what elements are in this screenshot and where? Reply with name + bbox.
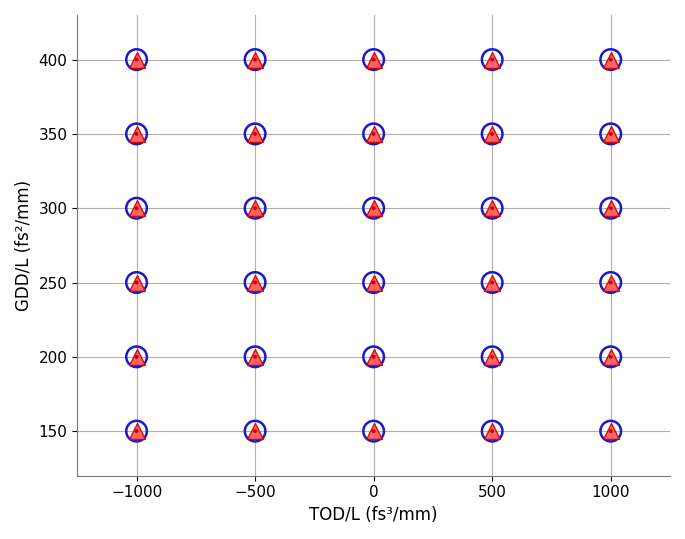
Point	[131, 353, 142, 361]
Point	[487, 353, 498, 361]
Point	[131, 278, 142, 287]
Point	[368, 56, 379, 64]
Point	[368, 129, 379, 138]
Point	[368, 204, 379, 212]
Point	[249, 353, 260, 361]
Point	[131, 56, 142, 64]
Point	[368, 427, 379, 436]
Point	[368, 353, 379, 361]
Point	[606, 56, 616, 64]
Point	[249, 56, 260, 64]
Point	[606, 204, 616, 212]
Point	[487, 278, 498, 287]
Point	[249, 129, 260, 138]
Point	[249, 278, 260, 287]
Point	[606, 278, 616, 287]
Point	[249, 353, 260, 361]
Point	[606, 204, 616, 212]
Point	[249, 427, 260, 436]
Point	[606, 427, 616, 436]
Point	[606, 427, 616, 436]
Point	[131, 129, 142, 138]
Point	[487, 427, 498, 436]
Point	[249, 204, 260, 212]
Point	[368, 353, 379, 361]
Point	[606, 56, 616, 64]
Point	[487, 353, 498, 361]
Point	[368, 427, 379, 436]
Point	[131, 204, 142, 212]
Point	[249, 204, 260, 212]
Point	[131, 353, 142, 361]
Point	[131, 427, 142, 436]
Point	[606, 353, 616, 361]
Point	[606, 129, 616, 138]
Point	[487, 56, 498, 64]
Point	[368, 129, 379, 138]
Point	[131, 278, 142, 287]
Point	[606, 56, 616, 64]
Point	[606, 353, 616, 361]
Point	[249, 204, 260, 212]
Point	[368, 353, 379, 361]
Point	[131, 278, 142, 287]
Point	[368, 427, 379, 436]
Point	[131, 129, 142, 138]
Point	[606, 353, 616, 361]
Point	[249, 278, 260, 287]
Point	[606, 427, 616, 436]
Point	[131, 353, 142, 361]
Point	[249, 129, 260, 138]
Point	[606, 278, 616, 287]
Point	[606, 129, 616, 138]
Point	[487, 278, 498, 287]
Point	[487, 353, 498, 361]
Point	[606, 278, 616, 287]
Point	[368, 278, 379, 287]
Point	[131, 56, 142, 64]
Point	[487, 129, 498, 138]
Point	[606, 204, 616, 212]
Point	[131, 129, 142, 138]
Point	[368, 56, 379, 64]
Point	[131, 204, 142, 212]
Point	[131, 204, 142, 212]
Point	[487, 56, 498, 64]
Point	[249, 353, 260, 361]
Point	[487, 427, 498, 436]
Point	[131, 427, 142, 436]
Point	[368, 56, 379, 64]
Point	[249, 56, 260, 64]
Point	[487, 204, 498, 212]
Point	[368, 278, 379, 287]
Point	[249, 278, 260, 287]
Point	[131, 427, 142, 436]
Point	[487, 427, 498, 436]
Point	[249, 427, 260, 436]
Point	[368, 204, 379, 212]
Point	[487, 129, 498, 138]
Point	[249, 56, 260, 64]
Point	[487, 56, 498, 64]
Point	[487, 204, 498, 212]
Y-axis label: GDD/L (fs²/mm): GDD/L (fs²/mm)	[15, 180, 33, 311]
Point	[487, 204, 498, 212]
Point	[368, 204, 379, 212]
X-axis label: TOD/L (fs³/mm): TOD/L (fs³/mm)	[310, 506, 438, 524]
Point	[249, 427, 260, 436]
Point	[606, 129, 616, 138]
Point	[131, 56, 142, 64]
Point	[368, 129, 379, 138]
Point	[487, 278, 498, 287]
Point	[368, 278, 379, 287]
Point	[487, 129, 498, 138]
Point	[249, 129, 260, 138]
